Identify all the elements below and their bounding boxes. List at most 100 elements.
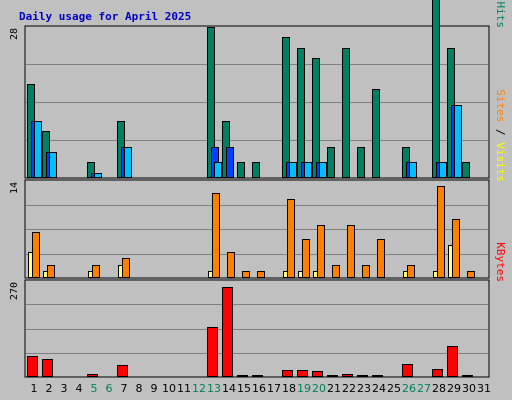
bar-sites-day-21 bbox=[332, 265, 340, 278]
legend-entry: / bbox=[494, 0, 507, 2]
x-tick-label: 5 bbox=[91, 382, 98, 395]
x-tick-label: 28 bbox=[432, 382, 446, 395]
bar-pages-day-5 bbox=[94, 173, 102, 178]
bar-sites-day-19 bbox=[302, 239, 310, 278]
bar-kbytes-day-15 bbox=[237, 375, 248, 377]
bar-sites-day-1 bbox=[32, 232, 40, 278]
x-tick-label: 10 bbox=[162, 382, 176, 395]
x-tick-label: 24 bbox=[372, 382, 386, 395]
bar-kbytes-day-28 bbox=[432, 369, 443, 377]
panel-legend: Pages / Files / Hits bbox=[494, 0, 507, 28]
bar-kbytes-day-1 bbox=[27, 356, 38, 377]
x-tick-label: 13 bbox=[207, 382, 221, 395]
panel-legend: Sites / Visits bbox=[494, 89, 507, 182]
panel-visits-sites: 14 Sites / Visits bbox=[9, 89, 507, 279]
bar-pages-day-1 bbox=[34, 121, 42, 178]
bar-pages-day-20 bbox=[319, 162, 327, 178]
bar-sites-day-30 bbox=[467, 271, 475, 278]
bar-sites-day-28 bbox=[437, 186, 445, 278]
bar-kbytes-day-20 bbox=[312, 371, 323, 377]
x-tick-label: 26 bbox=[402, 382, 416, 395]
x-tick-label: 20 bbox=[312, 382, 326, 395]
bar-pages-day-2 bbox=[49, 152, 57, 178]
panel-kbytes: 270 KBytes bbox=[9, 242, 507, 378]
bar-kbytes-day-22 bbox=[342, 374, 353, 377]
x-tick-label: 4 bbox=[76, 382, 83, 395]
legend-entry: Visits bbox=[494, 142, 507, 182]
x-tick-label: 2 bbox=[46, 382, 53, 395]
bar-pages-day-19 bbox=[304, 162, 312, 178]
bar-kbytes-day-19 bbox=[297, 370, 308, 377]
bar-sites-day-18 bbox=[287, 199, 295, 278]
bar-kbytes-day-5 bbox=[87, 374, 98, 377]
panel-hits-files-pages: 28 Pages / Files / Hits bbox=[9, 0, 507, 179]
bar-kbytes-day-14 bbox=[222, 287, 233, 377]
bar-pages-day-18 bbox=[289, 162, 297, 178]
bar-hits-day-28 bbox=[432, 0, 440, 178]
bar-sites-day-5 bbox=[92, 265, 100, 278]
bar-sites-day-26 bbox=[407, 265, 415, 278]
bar-hits-day-18 bbox=[282, 37, 290, 178]
bar-hits-day-24 bbox=[372, 89, 380, 178]
x-tick-label: 1 bbox=[31, 382, 38, 395]
bar-pages-day-7 bbox=[124, 147, 132, 178]
x-tick-label: 30 bbox=[462, 382, 476, 395]
x-tick-label: 7 bbox=[121, 382, 128, 395]
x-tick-label: 29 bbox=[447, 382, 461, 395]
legend-entry: KBytes bbox=[494, 242, 507, 282]
x-tick-label: 22 bbox=[342, 382, 356, 395]
bar-kbytes-day-13 bbox=[207, 327, 218, 377]
x-tick-label: 25 bbox=[387, 382, 401, 395]
legend-entry: / bbox=[494, 122, 507, 142]
bar-files-day-14 bbox=[226, 147, 234, 178]
x-tick-label: 11 bbox=[177, 382, 191, 395]
bar-hits-day-20 bbox=[312, 58, 320, 178]
bar-pages-day-28 bbox=[439, 162, 447, 178]
bar-hits-day-19 bbox=[297, 48, 305, 178]
bar-kbytes-day-26 bbox=[402, 364, 413, 377]
x-tick-label: 18 bbox=[282, 382, 296, 395]
bar-sites-day-20 bbox=[317, 225, 325, 278]
x-tick-label: 15 bbox=[237, 382, 251, 395]
bar-kbytes-day-16 bbox=[252, 375, 263, 377]
bar-kbytes-day-21 bbox=[327, 375, 338, 377]
bar-hits-day-16 bbox=[252, 162, 260, 178]
legend-entry: Hits bbox=[494, 2, 507, 29]
x-tick-label: 17 bbox=[267, 382, 281, 395]
panel-frame bbox=[24, 279, 490, 378]
bar-sites-day-13 bbox=[212, 193, 220, 278]
x-tick-label: 31 bbox=[477, 382, 491, 395]
bar-hits-day-30 bbox=[462, 162, 470, 178]
x-tick-label: 8 bbox=[136, 382, 143, 395]
y-max-label: 14 bbox=[9, 182, 20, 194]
x-tick-label: 14 bbox=[222, 382, 236, 395]
x-tick-label: 19 bbox=[297, 382, 311, 395]
bar-kbytes-day-7 bbox=[117, 365, 128, 377]
bar-sites-day-24 bbox=[377, 239, 385, 278]
x-tick-label: 9 bbox=[151, 382, 158, 395]
bar-pages-day-29 bbox=[454, 105, 462, 178]
bar-kbytes-day-2 bbox=[42, 359, 53, 377]
bar-sites-day-7 bbox=[122, 258, 130, 278]
bar-hits-day-21 bbox=[327, 147, 335, 178]
bar-pages-day-26 bbox=[409, 162, 417, 178]
bar-hits-day-23 bbox=[357, 147, 365, 178]
bar-pages-day-13 bbox=[214, 162, 222, 178]
x-tick-label: 6 bbox=[106, 382, 113, 395]
x-tick-label: 12 bbox=[192, 382, 206, 395]
panel-legend: KBytes bbox=[494, 242, 507, 282]
x-tick-label: 3 bbox=[61, 382, 68, 395]
bar-hits-day-15 bbox=[237, 162, 245, 178]
bar-sites-day-22 bbox=[347, 225, 355, 278]
y-max-label: 270 bbox=[9, 282, 20, 300]
x-tick-label: 21 bbox=[327, 382, 341, 395]
bar-sites-day-16 bbox=[257, 271, 265, 278]
bar-sites-day-29 bbox=[452, 219, 460, 278]
bar-kbytes-day-24 bbox=[372, 375, 383, 377]
bar-sites-day-15 bbox=[242, 271, 250, 278]
bar-sites-day-2 bbox=[47, 265, 55, 278]
bar-kbytes-day-23 bbox=[357, 375, 368, 377]
bar-sites-day-23 bbox=[362, 265, 370, 278]
x-tick-label: 16 bbox=[252, 382, 266, 395]
